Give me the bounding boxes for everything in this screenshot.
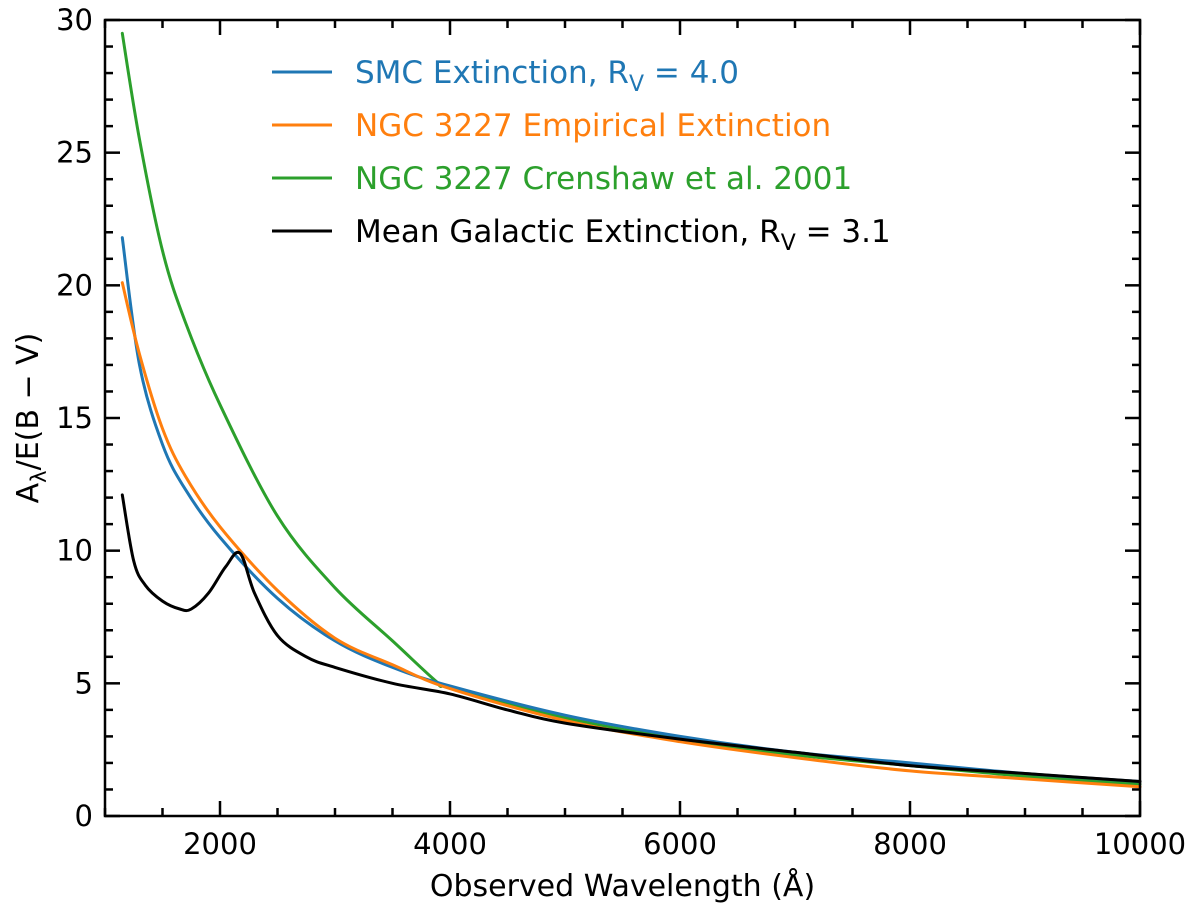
x-axis-label: Observed Wavelength (Å) <box>430 868 815 904</box>
series-layer <box>120 31 1142 789</box>
y-tick-label: 20 <box>56 268 93 302</box>
legend-label-3: NGC 3227 Crenshaw et al. 2001 <box>355 161 852 197</box>
y-axis-label-rest: /E(B − V) <box>11 333 46 471</box>
y-tick-label: 15 <box>56 401 93 435</box>
series-line-3 <box>120 31 1142 786</box>
y-tick-label: 30 <box>56 3 93 37</box>
legend-label-1: SMC Extinction, RV = 4.0 <box>355 55 739 97</box>
x-tick-label: 8000 <box>873 827 947 861</box>
series-line-2 <box>120 281 1142 789</box>
y-tick-label: 0 <box>75 799 93 833</box>
y-axis-label-sub: λ <box>27 470 51 482</box>
y-axis-label-main: A <box>11 482 46 503</box>
legend-label-2: NGC 3227 Empirical Extinction <box>355 108 831 144</box>
y-tick-label: 10 <box>56 534 93 568</box>
x-tick-label: 10000 <box>1094 827 1186 861</box>
y-axis-label: Aλ/E(B − V) <box>11 333 51 504</box>
x-tick-label: 2000 <box>183 827 257 861</box>
ticks-layer: 2000 4000 6000 8000 10000 0 5 10 15 20 25 30 <box>56 3 1186 861</box>
legend: SMC Extinction, RV = 4.0 NGC 3227 Empiric… <box>272 55 891 256</box>
legend-label-4: Mean Galactic Extinction, RV = 3.1 <box>355 214 891 256</box>
x-tick-label: 6000 <box>643 827 717 861</box>
plot-frame <box>103 18 1142 818</box>
x-tick-label: 4000 <box>413 827 487 861</box>
y-tick-label: 5 <box>75 666 93 700</box>
y-tick-label: 25 <box>56 136 93 170</box>
series-line-4 <box>120 493 1142 783</box>
